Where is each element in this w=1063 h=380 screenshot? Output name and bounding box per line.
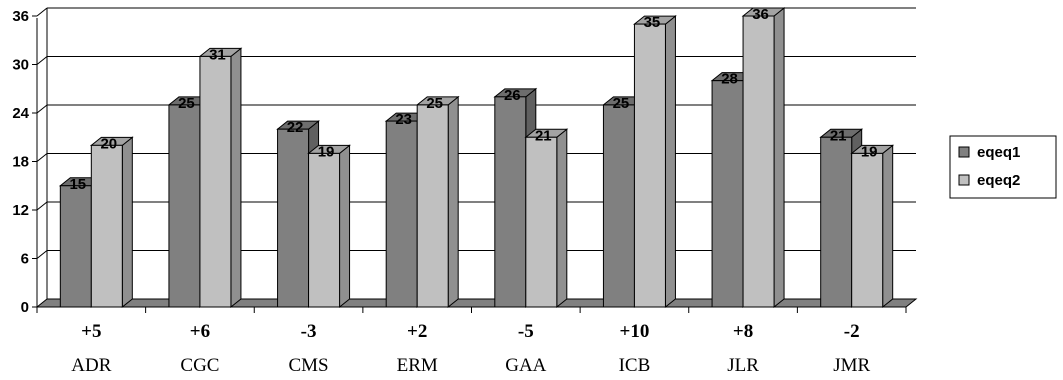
data-label-eqeq1-gaa: 26 xyxy=(504,87,521,104)
legend-box xyxy=(949,135,1057,199)
category-difference-label: -3 xyxy=(301,321,317,342)
bar-eqeq2-cgc xyxy=(198,47,243,309)
bars xyxy=(58,6,895,309)
data-label-eqeq2-gaa: 21 xyxy=(535,127,552,144)
data-label-eqeq2-jmr: 19 xyxy=(861,143,878,160)
y-tick-label: 24 xyxy=(12,105,29,122)
bar-eqeq2-erm xyxy=(415,95,460,309)
gridline-depth xyxy=(36,56,48,65)
category-label: ERM xyxy=(397,355,438,376)
gridline-depth xyxy=(36,153,48,162)
y-tick-label: 12 xyxy=(12,202,29,219)
category-label: JLR xyxy=(727,355,759,376)
data-label-eqeq1-jlr: 28 xyxy=(721,71,738,88)
category-difference-label: -2 xyxy=(844,321,860,342)
data-label-eqeq1-erm: 23 xyxy=(395,111,412,128)
bar-side xyxy=(447,95,459,309)
category-axis-labels: +5 ADR +6 CGC -3 CMS +2 ERM -5 GAA +10 ICB +8 JLR -2 JM… xyxy=(71,321,870,376)
data-label-eqeq2-erm: 25 xyxy=(426,95,443,112)
category-label: CGC xyxy=(180,355,219,376)
bar-front xyxy=(820,136,853,308)
bar-front xyxy=(416,104,449,308)
legend-swatch-eqeq2 xyxy=(958,174,970,186)
bar-eqeq2-jlr xyxy=(741,6,786,309)
bar-side xyxy=(556,128,568,309)
category-difference-label: -5 xyxy=(518,321,534,342)
category-difference-label: +2 xyxy=(407,321,427,342)
bar-front xyxy=(385,120,418,308)
bar-side xyxy=(664,15,676,309)
legend-label-eqeq1: eqeq1 xyxy=(977,144,1020,161)
category-label: ICB xyxy=(619,355,651,376)
category-label: ADR xyxy=(71,355,111,376)
data-labels: 15 20 25 31 22 19 23 25 26 21 25 35 28 36 21 19 xyxy=(69,6,877,193)
category-difference-label: +10 xyxy=(620,321,650,342)
data-label-eqeq1-adr: 15 xyxy=(69,176,86,193)
gridline-depth xyxy=(36,7,48,17)
bar-front xyxy=(59,185,92,308)
bar-side xyxy=(230,47,242,309)
data-label-eqeq2-jlr: 36 xyxy=(752,6,769,23)
bar-front xyxy=(602,104,635,308)
y-tick-label: 30 xyxy=(12,57,29,74)
data-label-eqeq2-cgc: 31 xyxy=(209,46,226,63)
bar-front xyxy=(90,144,123,308)
data-label-eqeq1-cgc: 25 xyxy=(178,95,195,112)
bar-front xyxy=(494,96,527,308)
bar-front xyxy=(742,15,775,308)
data-label-eqeq1-jmr: 21 xyxy=(830,127,847,144)
category-label: CMS xyxy=(288,355,328,376)
category-label: JMR xyxy=(833,355,870,376)
legend-swatch-eqeq1 xyxy=(958,146,970,158)
bar-side xyxy=(773,6,785,309)
gridline-depth xyxy=(36,201,48,211)
category-difference-label: +8 xyxy=(733,321,753,342)
bar-side xyxy=(882,144,894,309)
data-label-eqeq1-cms: 22 xyxy=(287,119,304,136)
y-tick-label: 18 xyxy=(12,154,29,171)
bar-eqeq2-icb xyxy=(633,15,677,309)
bar-front xyxy=(277,128,310,308)
bar-front xyxy=(851,152,884,308)
gridline-depth xyxy=(36,250,48,259)
data-label-eqeq2-cms: 19 xyxy=(318,143,335,160)
y-tick-label: 0 xyxy=(21,299,29,316)
legend-label-eqeq2: eqeq2 xyxy=(977,172,1020,189)
bar-front xyxy=(308,152,341,308)
y-tick-labels: 0 6 12 18 24 30 36 xyxy=(12,8,29,316)
bar-front xyxy=(525,136,558,308)
bar-front xyxy=(633,23,666,308)
y-tick-label: 36 xyxy=(12,8,29,25)
bar-eqeq2-jmr xyxy=(850,144,895,309)
bar-front xyxy=(711,80,744,308)
bar-side xyxy=(121,136,133,309)
legend: eqeq1 eqeq2 xyxy=(949,135,1057,199)
data-label-eqeq1-icb: 25 xyxy=(613,95,630,112)
category-difference-label: +5 xyxy=(81,321,101,342)
bar-front xyxy=(168,104,201,308)
bar-eqeq2-gaa xyxy=(524,128,569,309)
category-label: GAA xyxy=(505,355,546,376)
category-difference-label: +6 xyxy=(190,321,210,342)
bar-side xyxy=(339,144,351,309)
y-tick-label: 6 xyxy=(21,251,29,268)
gridline-depth xyxy=(36,104,48,114)
bar-eqeq2-cms xyxy=(307,144,351,309)
data-label-eqeq2-adr: 20 xyxy=(100,135,117,152)
bar-eqeq2-adr xyxy=(89,136,134,309)
data-label-eqeq2-icb: 35 xyxy=(644,14,661,31)
bar-front xyxy=(199,55,232,308)
